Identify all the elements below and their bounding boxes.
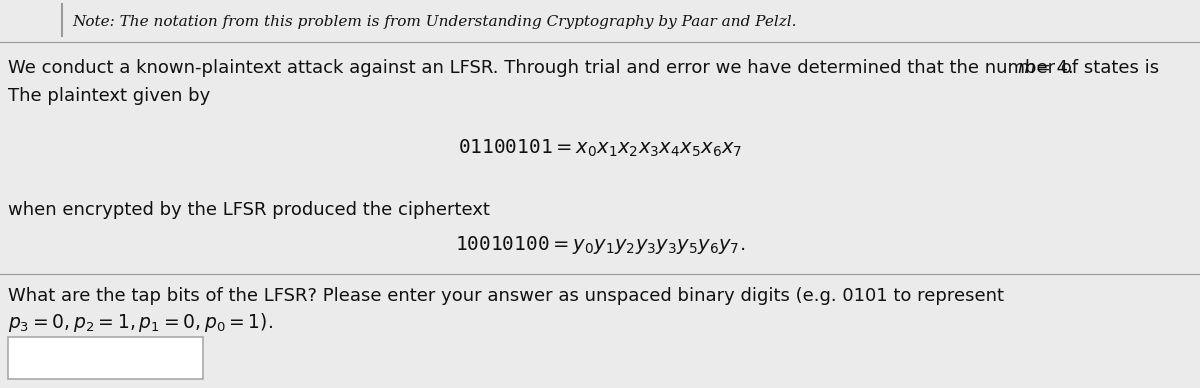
Text: Note: The notation from this problem is from Understanding Cryptography by Paar : Note: The notation from this problem is … [72, 15, 797, 29]
FancyBboxPatch shape [8, 337, 203, 379]
Text: $\mathtt{01100101} = x_0x_1x_2x_3x_4x_5x_6x_7$: $\mathtt{01100101} = x_0x_1x_2x_3x_4x_5x… [458, 137, 742, 159]
Text: when encrypted by the LFSR produced the ciphertext: when encrypted by the LFSR produced the … [8, 201, 490, 219]
Text: We conduct a known-plaintext attack against an LFSR. Through trial and error we : We conduct a known-plaintext attack agai… [8, 59, 1165, 77]
Text: $p_3 = 0, p_2 = 1, p_1 = 0, p_0 = 1).$: $p_3 = 0, p_2 = 1, p_1 = 0, p_0 = 1).$ [8, 312, 274, 334]
Text: $m$: $m$ [1018, 59, 1036, 77]
Text: The plaintext given by: The plaintext given by [8, 87, 210, 105]
Text: $\mathtt{10010100} = y_0y_1y_2y_3y_3y_5y_6y_7.$: $\mathtt{10010100} = y_0y_1y_2y_3y_3y_5y… [455, 234, 745, 256]
Text: = 4.: = 4. [1030, 59, 1074, 77]
Text: What are the tap bits of the LFSR? Please enter your answer as unspaced binary d: What are the tap bits of the LFSR? Pleas… [8, 287, 1004, 305]
